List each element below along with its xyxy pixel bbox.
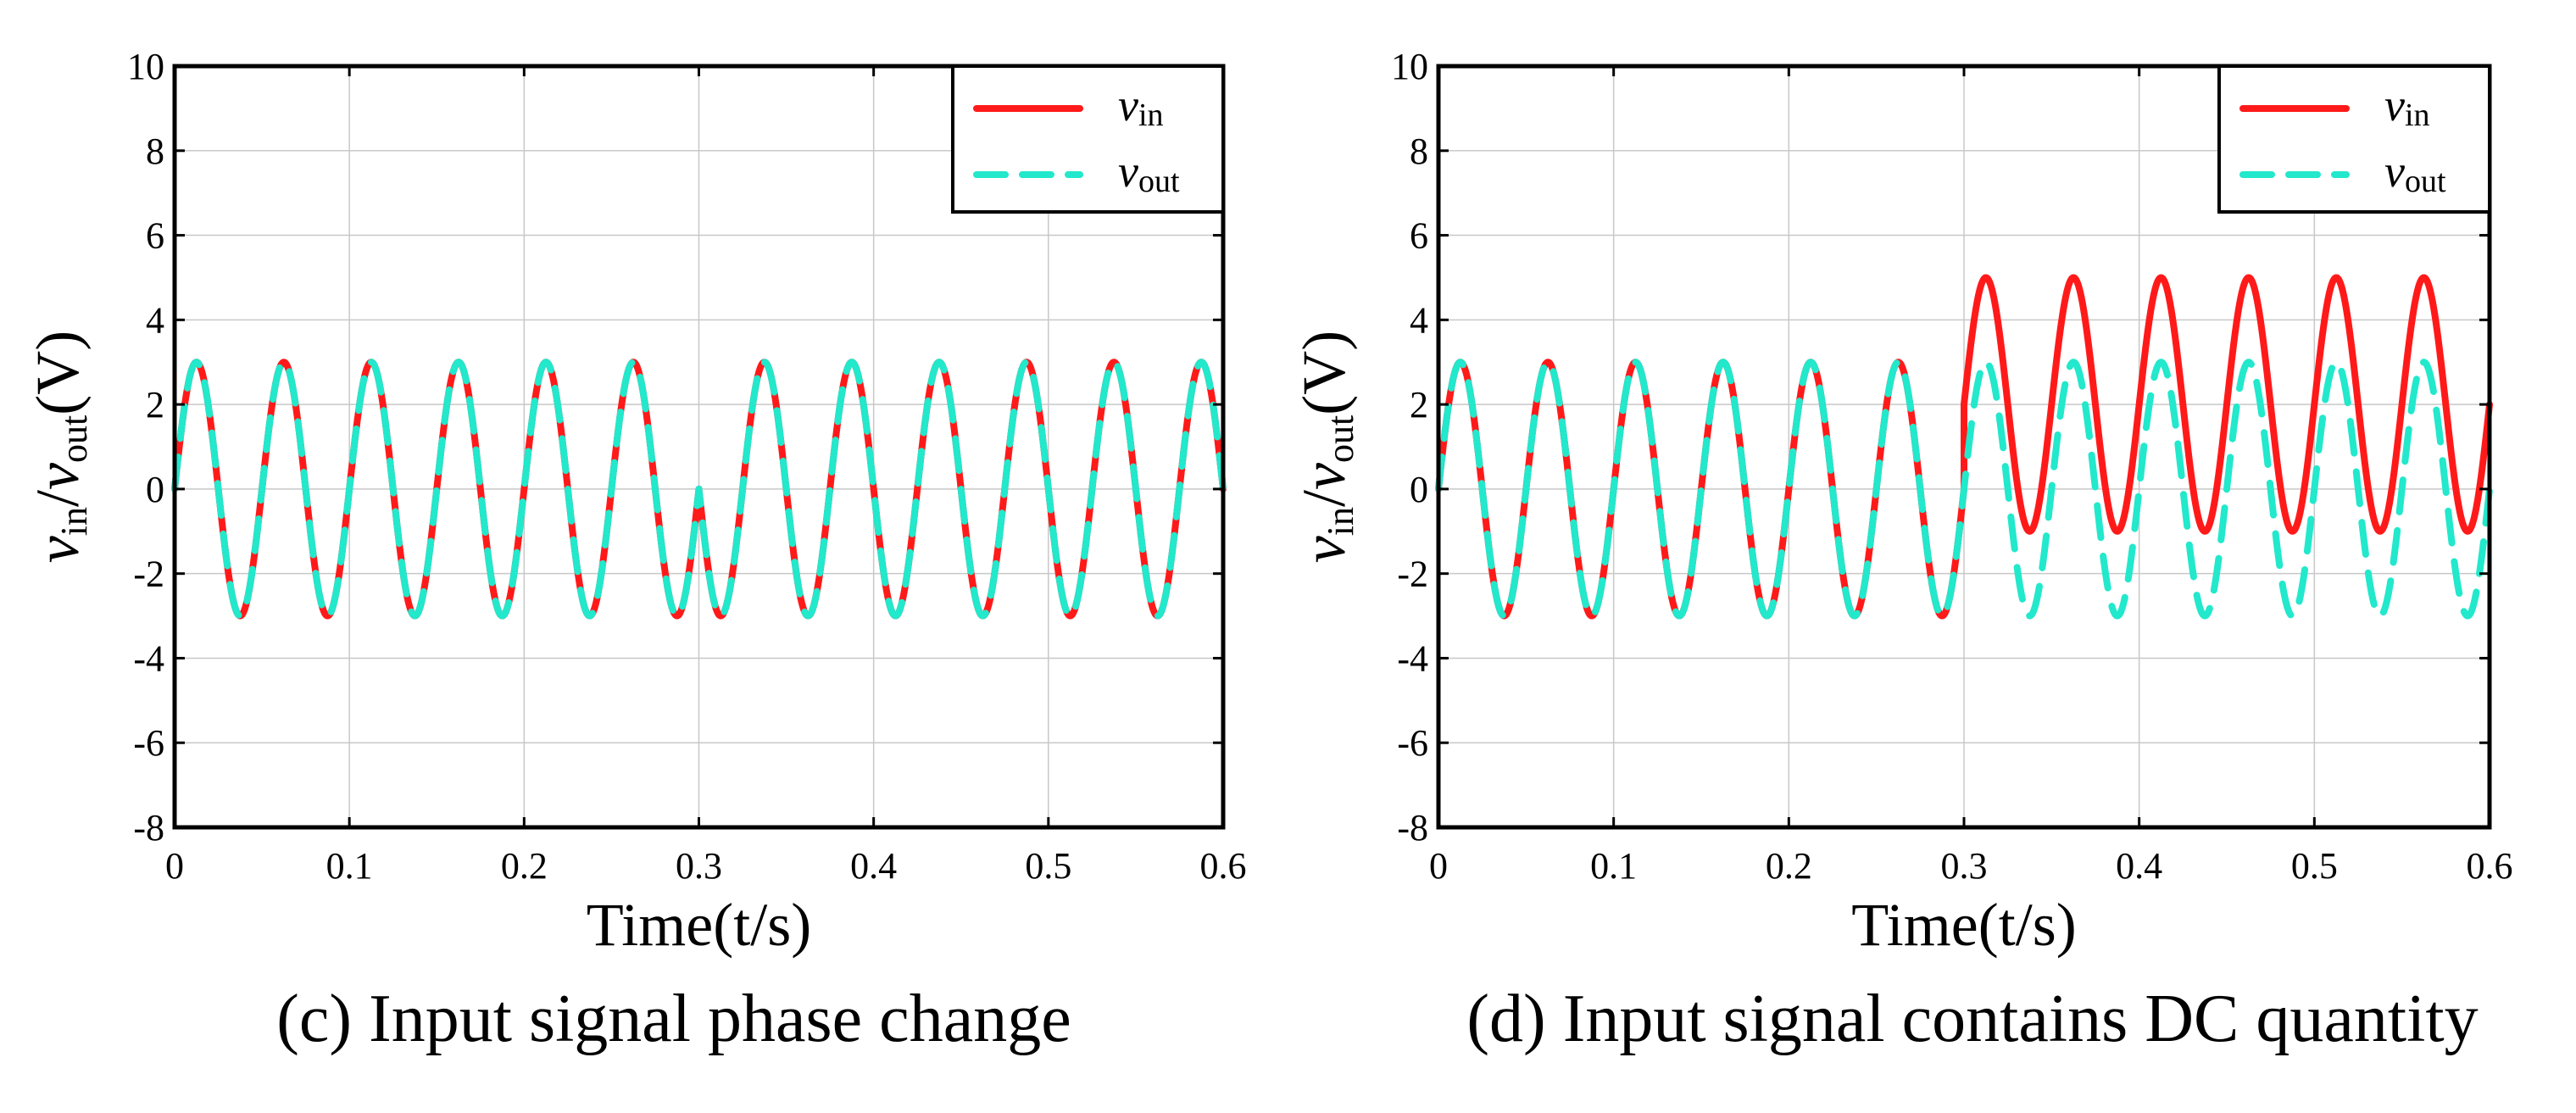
- x-tick-label: 0.1: [1590, 845, 1637, 887]
- y-tick-label: 2: [1410, 384, 1428, 426]
- chart-caption: (c) Input signal phase change: [276, 982, 1071, 1056]
- ylabel-sub-2: out: [53, 415, 95, 463]
- x-tick-label: 0.1: [326, 845, 373, 887]
- y-tick-label: 4: [146, 299, 164, 341]
- y-tick-label: -2: [1397, 554, 1428, 595]
- y-tick-label: 6: [146, 215, 164, 257]
- legend-label-vin: vin: [1118, 80, 1164, 133]
- ylabel-var-2: v: [24, 463, 92, 490]
- x-tick-label: 0.5: [1025, 845, 1071, 887]
- x-ticks: 0 0.1 0.2 0.3 0.4 0.5 0.6: [165, 66, 1247, 887]
- legend-box: [2217, 64, 2491, 214]
- x-tick-label: 0.6: [1200, 845, 1247, 887]
- y-tick-label: -2: [133, 554, 164, 595]
- x-tick-label: 0: [165, 845, 184, 887]
- y-tick-label: 0: [146, 469, 164, 510]
- y-tick-label: -6: [1397, 722, 1428, 764]
- legend-sub: in: [2405, 97, 2430, 133]
- chart-d: 0 0.1 0.2 0.3 0.4 0.5 0.6 -8 -6 -4 -2 0 2 4 6 8 10 Time(t…: [1290, 46, 2513, 1056]
- y-tick-label: 10: [127, 46, 164, 87]
- legend-label-vout: vout: [1118, 146, 1180, 199]
- x-tick-label: 0.5: [2291, 845, 2338, 887]
- y-ticks: -8 -6 -4 -2 0 2 4 6 8 10: [127, 46, 1223, 849]
- y-axis-label: vin/vout(V): [1290, 331, 1361, 563]
- x-tick-label: 0.2: [501, 845, 548, 887]
- y-tick-label: -6: [133, 722, 164, 764]
- series-line-vout: [1435, 359, 2493, 620]
- y-tick-label: 2: [146, 384, 164, 426]
- ylabel-var-1: v: [1290, 536, 1358, 563]
- x-tick-label: 0.3: [676, 845, 722, 887]
- y-ticks: -8 -6 -4 -2 0 2 4 6 8 10: [1391, 46, 2490, 849]
- x-tick-label: 0: [1429, 845, 1448, 887]
- y-tick-label: 6: [1410, 215, 1428, 257]
- ylabel-separator: /: [1290, 490, 1358, 507]
- y-axis-label: vin/vout(V): [24, 331, 95, 563]
- x-tick-label: 0.3: [1941, 845, 1988, 887]
- legend-var: v: [1118, 146, 1138, 197]
- series-line-vout: [171, 359, 1227, 620]
- ylabel-sub-1: in: [53, 507, 95, 536]
- legend-label-vout: vout: [2384, 146, 2446, 199]
- x-axis-label: Time(t/s): [1851, 891, 2076, 959]
- y-tick-label: 10: [1391, 46, 1428, 87]
- ylabel-separator: /: [24, 490, 92, 507]
- x-tick-label: 0.2: [1766, 845, 1812, 887]
- ylabel-sub-2: out: [1320, 415, 1361, 463]
- legend-sub: in: [1138, 97, 1164, 133]
- legend-sub: out: [2405, 164, 2446, 199]
- ylabel-var-2: v: [1290, 463, 1358, 490]
- y-tick-label: -4: [1397, 637, 1428, 679]
- y-tick-label: -8: [1397, 807, 1428, 849]
- y-tick-label: 8: [1410, 131, 1428, 172]
- legend-var: v: [1118, 80, 1138, 131]
- x-axis-label: Time(t/s): [587, 891, 811, 959]
- y-tick-label: 0: [1410, 469, 1428, 510]
- legend-var: v: [2384, 146, 2405, 197]
- ylabel-var-1: v: [24, 536, 92, 563]
- x-tick-label: 0.4: [2116, 845, 2162, 887]
- chart-caption: (d) Input signal contains DC quantity: [1466, 982, 2478, 1056]
- y-tick-label: -8: [133, 807, 164, 849]
- y-tick-label: 8: [146, 131, 164, 172]
- ylabel-unit: (V): [1290, 331, 1358, 415]
- legend-sub: out: [1138, 164, 1180, 199]
- legend-var: v: [2384, 80, 2405, 131]
- y-tick-label: -4: [133, 637, 164, 679]
- ylabel-sub-1: in: [1320, 507, 1361, 536]
- legend-label-vin: vin: [2384, 80, 2430, 133]
- chart-c: 0 0.1 0.2 0.3 0.4 0.5 0.6 -8 -6 -4 -2 0 2 4 6 8 10 Time(t…: [24, 46, 1247, 1056]
- y-tick-label: 4: [1410, 299, 1428, 341]
- x-tick-label: 0.4: [850, 845, 897, 887]
- legend-box: [951, 64, 1225, 214]
- x-tick-label: 0.6: [2467, 845, 2513, 887]
- ylabel-unit: (V): [24, 331, 92, 415]
